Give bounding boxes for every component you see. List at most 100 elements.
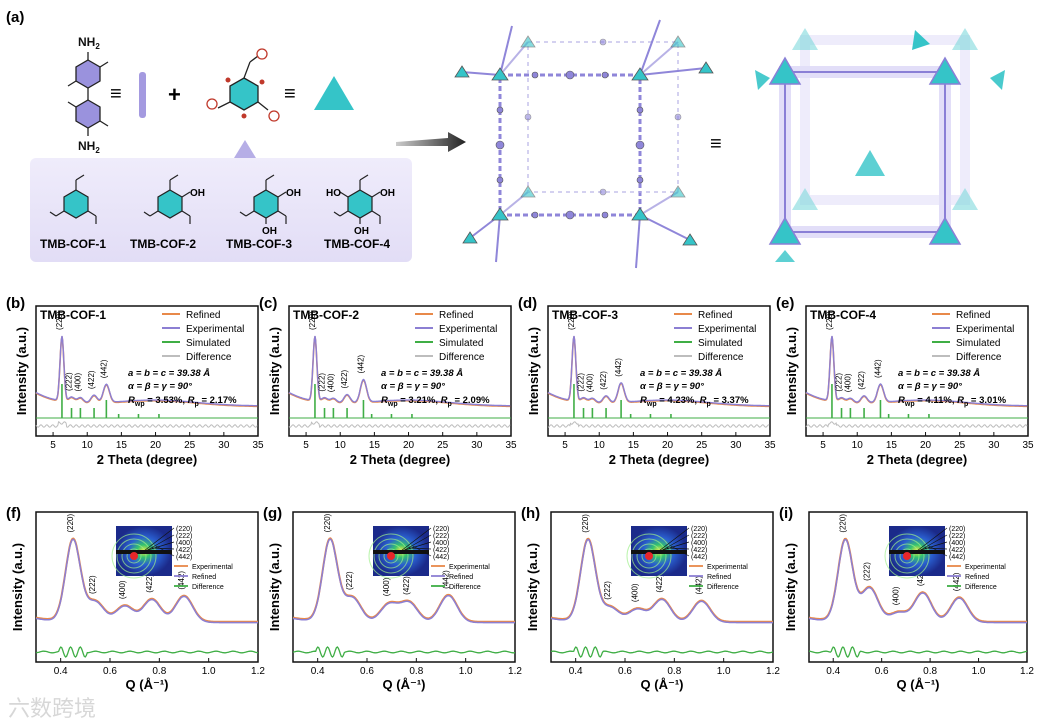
x-axis-label: 2 Theta (degree) bbox=[350, 452, 450, 467]
panel-tag: (c) bbox=[259, 295, 277, 312]
peak-label: (220) bbox=[581, 514, 590, 533]
refined-line bbox=[808, 538, 1027, 624]
saxs-panel-3: (h) 0.4 0.6 0.8 1.0 1.2 Q (Å⁻¹) Intensity (a.u.… bbox=[521, 505, 780, 692]
x-axis-label: Q (Å⁻¹) bbox=[126, 677, 169, 692]
x-tick-label: 0.8 bbox=[923, 666, 937, 677]
ring-label: (220) bbox=[691, 526, 707, 533]
cell-params: a = b = c = 39.38 Å bbox=[898, 368, 980, 379]
saxs-panel-1: (f) 0.4 0.6 0.8 1.0 1.2 Q (Å⁻¹) Intensity (a.u.… bbox=[6, 505, 265, 692]
panel-a-tag: (a) bbox=[6, 9, 24, 26]
ring-label: (422) bbox=[949, 547, 965, 554]
variant-4-oh-2: OH bbox=[380, 188, 395, 199]
ring-leader-line bbox=[662, 541, 690, 551]
peak-label: (400) bbox=[585, 373, 594, 392]
beam-center bbox=[130, 552, 138, 560]
plot-frame bbox=[288, 305, 512, 437]
diffraction-ring bbox=[889, 538, 925, 574]
legend-label: Refined bbox=[192, 574, 216, 581]
x-tick-label: 10 bbox=[82, 440, 94, 451]
variant-2-label: TMB-COF-2 bbox=[130, 237, 196, 251]
experimental-line bbox=[805, 335, 1028, 407]
chart-title: TMB-COF-2 bbox=[293, 308, 359, 322]
legend-label: Refined bbox=[449, 574, 473, 581]
ring-leader-line bbox=[396, 527, 432, 555]
x-axis-label: Q (Å⁻¹) bbox=[383, 677, 426, 692]
peak-label: (400) bbox=[843, 373, 852, 392]
legend-label: Refined bbox=[965, 574, 989, 581]
x-tick-label: 30 bbox=[730, 440, 742, 451]
diffraction-ring bbox=[631, 538, 667, 574]
ring-label: (222) bbox=[176, 533, 192, 540]
diffraction-ring bbox=[373, 538, 409, 574]
peak-label: (422) bbox=[340, 369, 349, 388]
y-axis-label: Intensity (a.u.) bbox=[784, 327, 799, 415]
refined-line bbox=[292, 538, 515, 624]
difference-line bbox=[808, 646, 1028, 658]
variant-3-label: TMB-COF-3 bbox=[226, 237, 292, 251]
saxs-panel-2: (g) 0.4 0.6 0.8 1.0 1.2 Q (Å⁻¹) Intensity (a.u.… bbox=[263, 505, 522, 692]
x-tick-label: 5 bbox=[303, 440, 309, 451]
y-axis-label: Intensity (a.u.) bbox=[267, 543, 282, 631]
pointer-triangle bbox=[234, 140, 256, 158]
peak-label: (220) bbox=[825, 311, 834, 330]
plot-frame bbox=[35, 511, 259, 663]
x-axis-label: Q (Å⁻¹) bbox=[641, 677, 684, 692]
difference-line bbox=[805, 421, 1028, 428]
equiv-symbol-1: ≡ bbox=[110, 83, 122, 105]
diffraction-ring bbox=[121, 543, 147, 569]
peak-label: (422) bbox=[916, 567, 925, 586]
ring-label: (220) bbox=[176, 526, 192, 533]
difference-line bbox=[35, 421, 258, 428]
reaction-arrow-icon bbox=[396, 132, 466, 152]
x-tick-label: 0.6 bbox=[360, 666, 374, 677]
ring-label: (222) bbox=[433, 533, 449, 540]
peak-label: (220) bbox=[66, 513, 75, 532]
diffraction-ring bbox=[383, 548, 399, 564]
legend-label: Experimental bbox=[698, 324, 756, 335]
diffraction-ring bbox=[636, 543, 662, 569]
ring-label: (442) bbox=[176, 554, 192, 561]
panel-tag: (i) bbox=[779, 505, 793, 522]
x-tick-label: 1.2 bbox=[766, 666, 780, 677]
peak-label: (400) bbox=[326, 373, 335, 392]
legend-label: Simulated bbox=[956, 338, 1000, 349]
difference-line bbox=[292, 646, 516, 658]
legend-label: Difference bbox=[698, 352, 744, 363]
ring-label: (422) bbox=[176, 547, 192, 554]
x-tick-label: 30 bbox=[988, 440, 1000, 451]
legend-label: Difference bbox=[186, 352, 232, 363]
aldehyde-variant-4 bbox=[333, 174, 381, 224]
legend-label: Refined bbox=[186, 310, 220, 321]
x-tick-label: 20 bbox=[920, 440, 932, 451]
peak-label: (220) bbox=[323, 513, 332, 532]
peak-label: (220) bbox=[55, 311, 64, 330]
x-tick-label: 15 bbox=[628, 440, 640, 451]
panel-a: (a) NH2 NH2 ≡ + bbox=[6, 9, 1005, 269]
legend-label: Simulated bbox=[698, 338, 742, 349]
peak-label: (442) bbox=[356, 354, 365, 373]
x-tick-label: 0.6 bbox=[618, 666, 632, 677]
experimental-line bbox=[550, 537, 773, 623]
watermark: 六数跨境 bbox=[8, 697, 97, 722]
x-tick-label: 15 bbox=[116, 440, 128, 451]
x-tick-label: 0.4 bbox=[569, 666, 583, 677]
legend-label: Difference bbox=[192, 584, 224, 591]
x-tick-label: 10 bbox=[594, 440, 606, 451]
peak-label: (442) bbox=[952, 572, 961, 591]
x-tick-label: 1.2 bbox=[251, 666, 265, 677]
refinement-stats: Rwp = 4.23%, Rp = 3.37% bbox=[640, 395, 749, 408]
ring-label: (422) bbox=[691, 547, 707, 554]
equiv-symbol-3: ≡ bbox=[710, 133, 722, 155]
experimental-line bbox=[292, 537, 515, 623]
ring-leader-line bbox=[670, 545, 690, 557]
x-tick-label: 15 bbox=[369, 440, 381, 451]
saxs-panel-4: (i) 0.4 0.6 0.8 1.0 1.2 Q (Å⁻¹) Intensity (a.u.… bbox=[779, 505, 1034, 692]
beam-center bbox=[903, 552, 911, 560]
variant-3-oh-2: OH bbox=[262, 226, 277, 237]
diffraction-ring bbox=[116, 538, 152, 574]
diffraction-ring bbox=[368, 533, 414, 579]
ring-label: (222) bbox=[691, 533, 707, 540]
legend-label: Experimental bbox=[186, 324, 244, 335]
diffraction-ring bbox=[641, 548, 657, 564]
legend-label: Difference bbox=[439, 352, 485, 363]
